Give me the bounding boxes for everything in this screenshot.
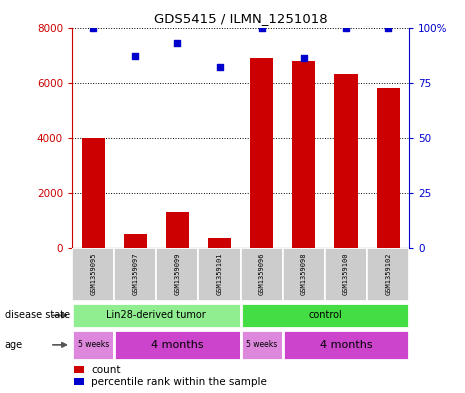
Text: percentile rank within the sample: percentile rank within the sample — [91, 376, 267, 387]
FancyBboxPatch shape — [283, 330, 409, 360]
Text: disease state: disease state — [5, 310, 70, 320]
FancyBboxPatch shape — [114, 248, 156, 301]
Bar — [74, 378, 84, 386]
Text: GSM1359097: GSM1359097 — [132, 253, 138, 296]
Bar — [81, 138, 105, 248]
FancyBboxPatch shape — [241, 303, 409, 328]
FancyBboxPatch shape — [72, 248, 114, 301]
Bar — [334, 74, 358, 248]
Text: 4 months: 4 months — [319, 340, 372, 350]
Point — [216, 64, 223, 70]
Bar — [250, 58, 273, 248]
Text: GSM1359098: GSM1359098 — [301, 253, 307, 296]
Text: 4 months: 4 months — [151, 340, 204, 350]
Bar — [166, 212, 189, 248]
FancyBboxPatch shape — [241, 330, 283, 360]
Bar — [124, 234, 147, 248]
Text: 5 weeks: 5 weeks — [246, 340, 277, 349]
Text: GSM1359099: GSM1359099 — [174, 253, 180, 296]
Point — [89, 24, 97, 31]
FancyBboxPatch shape — [72, 303, 241, 328]
Text: count: count — [91, 365, 120, 375]
Title: GDS5415 / ILMN_1251018: GDS5415 / ILMN_1251018 — [154, 12, 327, 25]
Point — [342, 24, 350, 31]
FancyBboxPatch shape — [241, 248, 283, 301]
Bar — [377, 88, 400, 248]
FancyBboxPatch shape — [325, 248, 367, 301]
Text: Lin28-derived tumor: Lin28-derived tumor — [106, 310, 206, 320]
FancyBboxPatch shape — [199, 248, 241, 301]
Text: age: age — [5, 340, 23, 350]
Point — [132, 53, 139, 59]
FancyBboxPatch shape — [72, 330, 114, 360]
Text: GSM1359101: GSM1359101 — [217, 253, 223, 296]
Point — [385, 24, 392, 31]
Point — [258, 24, 266, 31]
FancyBboxPatch shape — [367, 248, 409, 301]
Text: GSM1359096: GSM1359096 — [259, 253, 265, 296]
Text: GSM1359102: GSM1359102 — [385, 253, 391, 296]
Text: GSM1359095: GSM1359095 — [90, 253, 96, 296]
FancyBboxPatch shape — [156, 248, 199, 301]
FancyBboxPatch shape — [283, 248, 325, 301]
Text: GSM1359100: GSM1359100 — [343, 253, 349, 296]
Bar — [208, 238, 231, 248]
FancyBboxPatch shape — [114, 330, 241, 360]
Bar — [74, 365, 84, 373]
Point — [174, 40, 181, 46]
Text: 5 weeks: 5 weeks — [78, 340, 109, 349]
Bar — [292, 61, 315, 248]
Point — [300, 55, 307, 61]
Text: control: control — [308, 310, 342, 320]
